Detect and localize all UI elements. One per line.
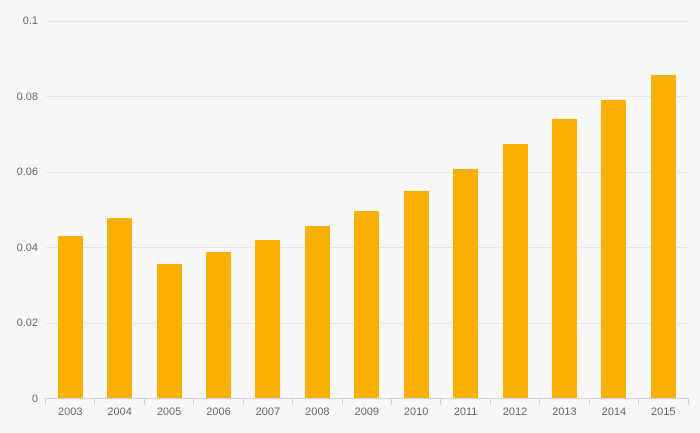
x-axis-label-2011: 2011: [453, 406, 478, 418]
bar-2013[interactable]: [551, 119, 577, 399]
x-axis-tick: [440, 399, 442, 405]
x-axis-label-2005: 2005: [156, 406, 182, 418]
x-axis-label-2014: 2014: [601, 406, 627, 418]
bar-2010[interactable]: [403, 191, 429, 399]
y-axis-tick-label: 0.1: [22, 15, 38, 27]
y-gridline: [45, 171, 688, 173]
x-axis-tick: [489, 399, 491, 405]
x-axis-tick: [242, 399, 244, 405]
x-axis-label-2015: 2015: [651, 406, 676, 418]
y-gridline: [45, 96, 688, 97]
x-axis-label-2007: 2007: [255, 406, 281, 418]
bar-2008[interactable]: [304, 226, 330, 399]
x-axis-tick: [390, 399, 392, 405]
x-axis-tick: [539, 399, 541, 405]
x-axis-label-2006: 2006: [206, 406, 231, 418]
x-axis-tick: [45, 399, 46, 405]
x-axis-tick: [143, 399, 145, 405]
bar-2003[interactable]: [57, 236, 83, 399]
y-axis-tick-label: 0.02: [16, 317, 38, 329]
y-axis-tick-label: 0.08: [16, 90, 38, 103]
x-axis-tick: [588, 399, 590, 405]
bar-2006[interactable]: [205, 252, 231, 399]
x-axis-tick: [341, 399, 343, 405]
bar-2005[interactable]: [156, 264, 182, 399]
y-gridline: [45, 20, 688, 22]
bar-2014[interactable]: [601, 100, 627, 399]
bar-2004[interactable]: [107, 218, 133, 399]
x-axis-tick: [292, 399, 294, 405]
x-axis-tick: [638, 399, 640, 405]
x-axis-tick: [193, 399, 195, 405]
y-axis-tick-label: 0: [31, 392, 38, 405]
x-axis-label-2008: 2008: [305, 406, 330, 418]
bar-2011[interactable]: [453, 169, 479, 399]
y-axis-tick-label: 0.06: [16, 166, 38, 178]
bar-2015[interactable]: [650, 75, 676, 399]
x-axis-label-2013: 2013: [552, 406, 577, 418]
x-axis-label-2010: 2010: [403, 406, 429, 418]
bar-2009[interactable]: [354, 211, 380, 399]
bar-2007[interactable]: [255, 239, 281, 399]
x-axis-tick: [94, 399, 96, 405]
x-axis-tick: [687, 399, 689, 405]
x-axis-label-2009: 2009: [354, 406, 379, 418]
x-axis-label-2004: 2004: [107, 406, 132, 418]
x-axis-line: [45, 398, 689, 399]
x-axis-label-2003: 2003: [57, 406, 83, 418]
y-axis-tick-label: 0.04: [16, 241, 38, 254]
bar-2012[interactable]: [502, 144, 528, 399]
x-axis-label-2012: 2012: [502, 406, 528, 418]
